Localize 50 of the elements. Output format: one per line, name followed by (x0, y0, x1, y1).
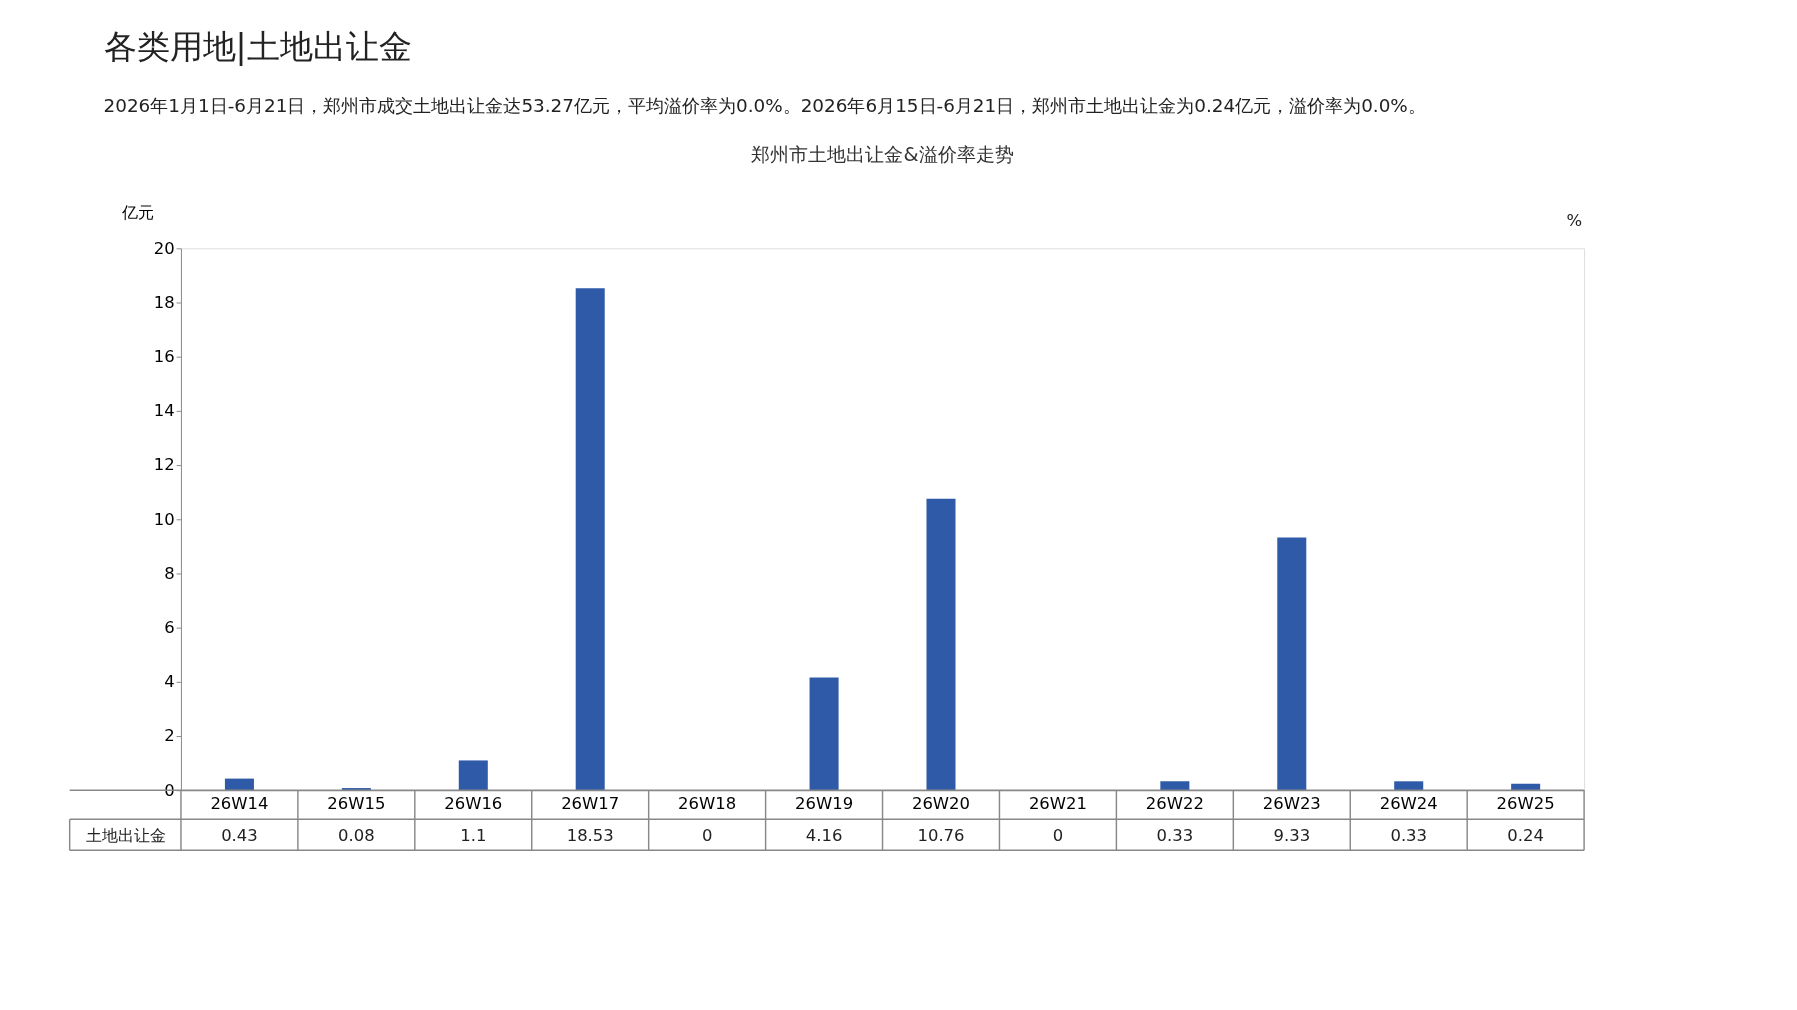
x-tick-label: 26W15 (327, 794, 386, 814)
x-tick-label: 26W18 (678, 794, 737, 814)
y-tick-label: 6 (164, 617, 175, 637)
x-tick-label: 26W14 (210, 794, 269, 814)
data-label: 0.08 (338, 825, 375, 845)
data-label: 0 (1052, 825, 1064, 845)
x-tick-label: 26W21 (1028, 794, 1087, 814)
bar (1511, 783, 1541, 791)
bar (341, 788, 371, 791)
data-label: 18.53 (566, 825, 614, 845)
y-tick-label: 18 (153, 292, 175, 312)
y-axis-title: 亿元 (120, 202, 154, 222)
y-tick-label: 20 (153, 238, 175, 258)
x-tick-label: 26W25 (1496, 794, 1555, 814)
y2-axis-title: % (1566, 211, 1583, 231)
data-label: 4.16 (805, 825, 843, 845)
bar (809, 677, 839, 791)
x-tick-label: 26W19 (795, 794, 854, 814)
bar (1394, 781, 1424, 791)
y-tick-label: 2 (164, 726, 175, 746)
data-label: 10.76 (917, 825, 965, 845)
chart-title: 郑州市土地出让金&溢价率走势 (751, 143, 1014, 167)
bar (926, 498, 956, 791)
y-tick-label: 8 (164, 563, 175, 583)
y-tick-label: 10 (153, 509, 175, 529)
text: 土地出让金 (85, 825, 166, 845)
text: 2026年1月1日-6月21日，郑州市成交土地出让金达53.27亿元，平均溢价率为0.0%。2026年6月15日-6月21日，郑州市土地出让金为0.24亿元，溢价率为0.0%。 (103, 94, 1426, 116)
x-tick-label: 26W16 (444, 794, 503, 814)
text: 各类用地|土地出让金 (103, 26, 412, 66)
data-label: 0.43 (221, 825, 258, 845)
x-tick-label: 26W24 (1379, 794, 1438, 814)
y-tick-label: 12 (153, 455, 175, 475)
bar (224, 778, 254, 791)
x-tick-label: 26W20 (911, 794, 971, 814)
y-tick-label: 4 (164, 672, 175, 692)
data-label: 1.1 (460, 825, 487, 845)
data-label: 0.33 (1390, 825, 1428, 845)
x-tick-label: 26W23 (1262, 794, 1321, 814)
data-label: 9.33 (1273, 825, 1311, 845)
x-tick-label: 26W17 (561, 794, 620, 814)
bar (1277, 537, 1307, 791)
data-label: 0 (701, 825, 713, 845)
bar (575, 288, 605, 791)
bar (458, 760, 488, 791)
bar (1160, 781, 1190, 791)
y-tick-label: 14 (153, 401, 175, 421)
y-tick-label: 16 (153, 347, 175, 367)
x-tick-label: 26W22 (1145, 794, 1204, 814)
data-label: 0.33 (1156, 825, 1194, 845)
data-label: 0.24 (1507, 825, 1544, 845)
